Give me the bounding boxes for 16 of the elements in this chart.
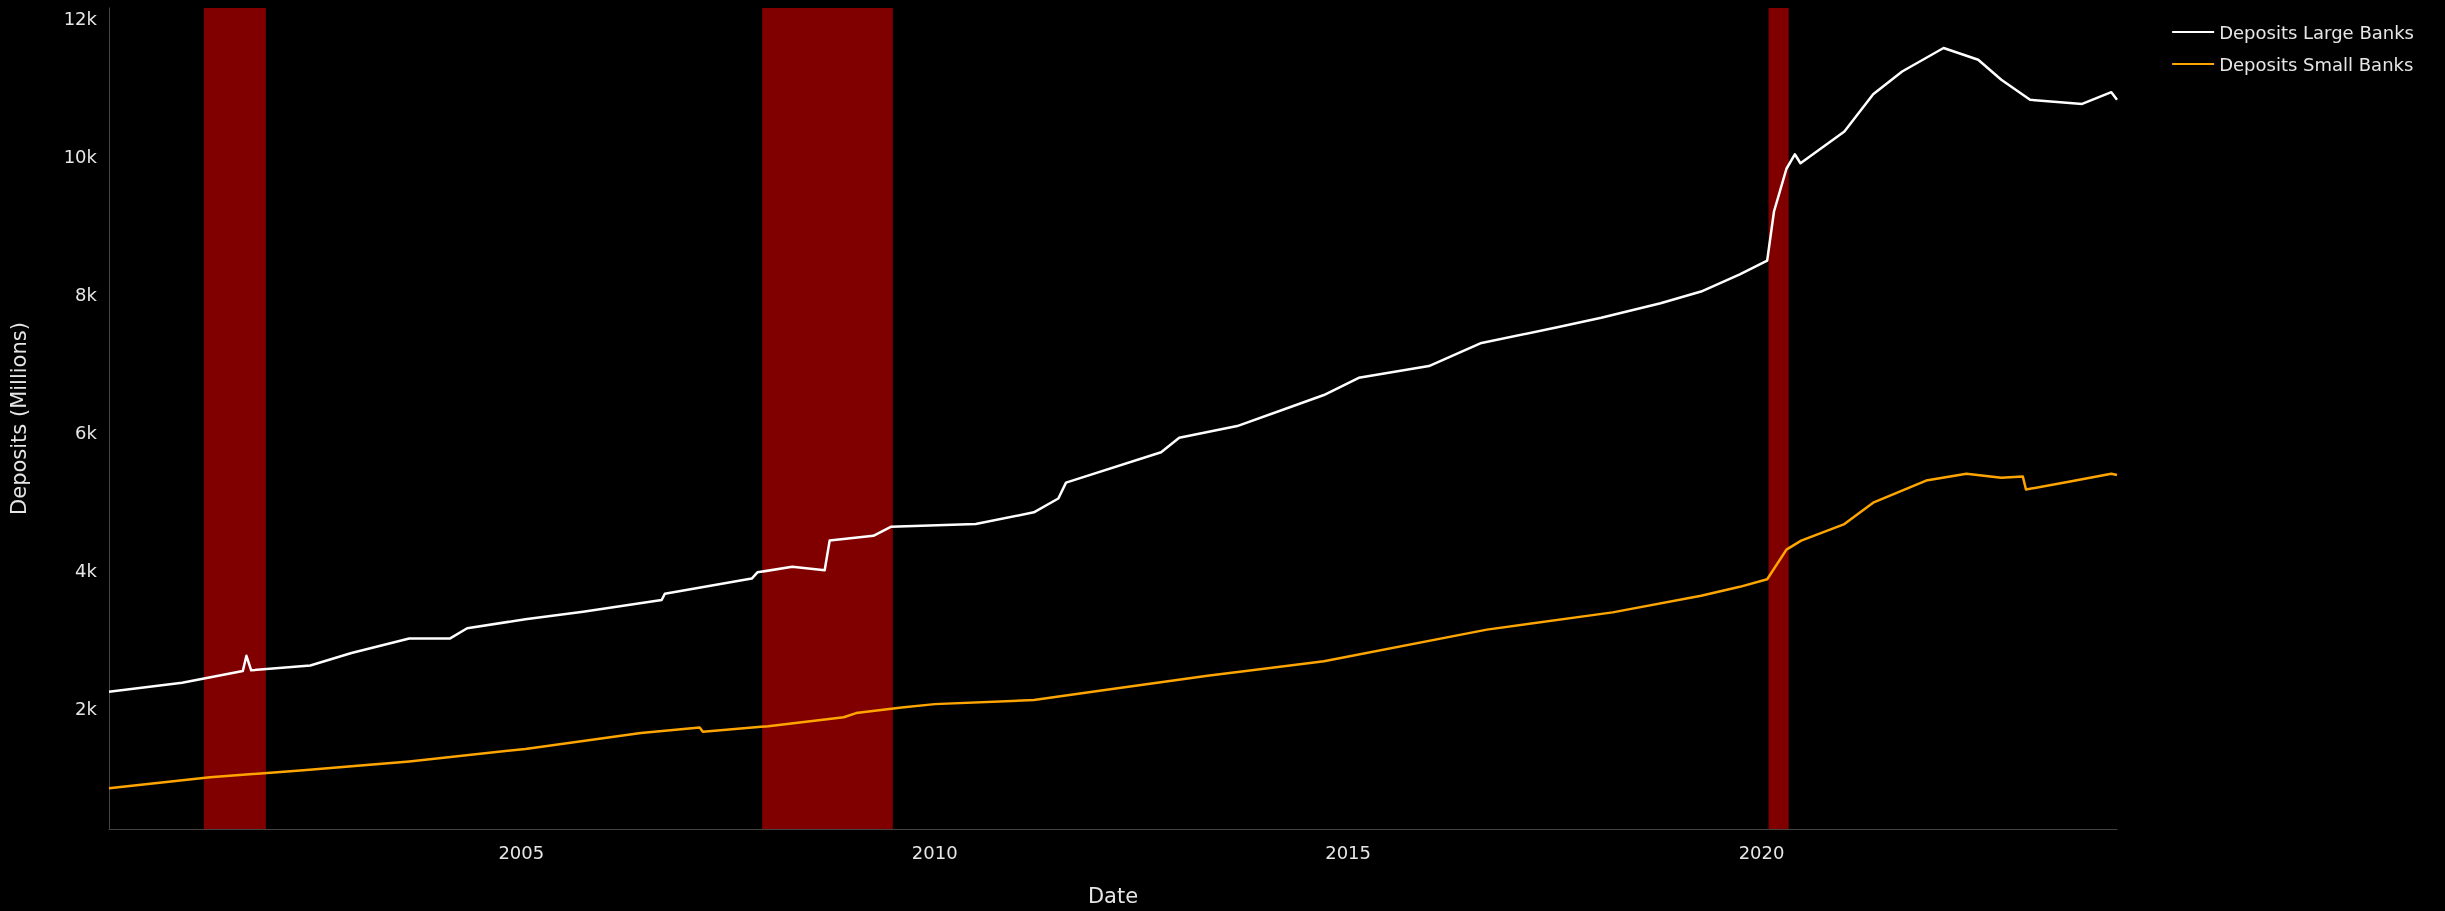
legend-label: Deposits Large Banks [2219,21,2415,43]
x-tick-label: 2015 [1325,841,1372,863]
y-tick-label: 2k [75,697,98,719]
y-tick-label: 12k [63,7,98,29]
x-tick-label: 2020 [1738,841,1785,863]
x-tick-label: 2005 [498,841,545,863]
y-tick-label: 6k [75,421,98,443]
x-tick-label: 2010 [911,841,958,863]
line-series [107,472,2119,790]
legend-label: Deposits Small Banks [2219,53,2414,75]
y-tick-label: 4k [75,559,98,581]
y-tick-label: 8k [75,283,98,305]
y-axis-title: Deposits (Millions) [6,322,31,515]
y-tick-label: 10k [63,145,98,167]
line-series [107,46,2119,693]
x-axis-title: Date [1087,883,1139,908]
